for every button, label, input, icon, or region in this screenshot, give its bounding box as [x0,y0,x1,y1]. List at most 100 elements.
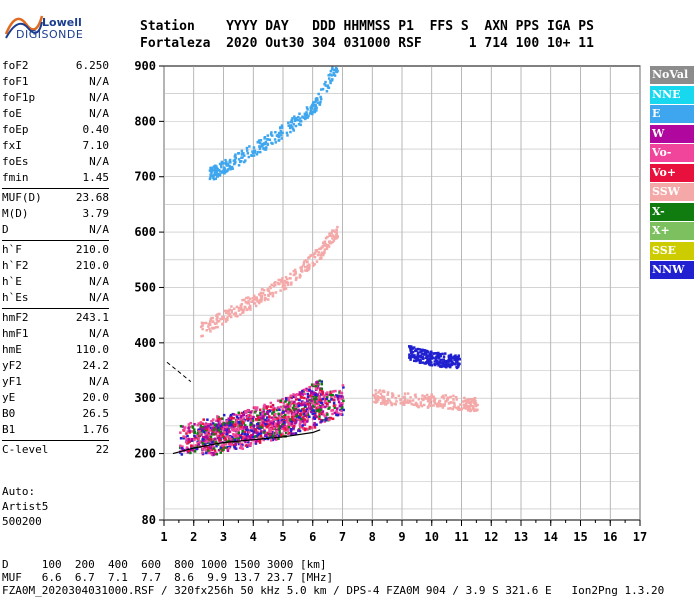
echo-point [273,431,277,435]
echo-point [228,423,231,427]
auto-program: Artist5 [2,500,49,513]
echo-point [428,401,432,404]
echo-point [306,116,309,119]
param-value: N/A [89,327,109,340]
echo-point [408,353,411,356]
echo-point [270,424,274,428]
echo-point [283,427,286,430]
echo-point [449,363,453,366]
echo-point [317,405,320,409]
param-value: 1.45 [82,171,110,184]
echo-point [336,225,339,229]
echo-point [412,403,415,406]
echo-point [221,433,224,437]
echo-point [228,308,231,311]
echo-point [296,416,299,419]
echo-point [295,276,298,280]
echo-point [261,424,264,427]
echo-point [249,415,253,418]
echo-point [219,164,223,167]
echo-point [329,81,332,85]
echo-point [311,253,314,257]
echo-point [201,324,204,327]
echo-point [334,69,338,72]
echo-point [222,435,225,438]
echo-point [320,246,323,250]
param-label: h`F [2,243,22,256]
echo-point [199,430,203,433]
echo-point [279,399,282,402]
echo-point [471,408,475,411]
echo-point [419,401,423,404]
echo-point [322,253,325,257]
echo-point [244,440,247,444]
echo-point [320,256,323,260]
echo-point [449,353,453,357]
echo-point [468,405,471,408]
echo-point [237,434,241,437]
echo-point [211,427,215,430]
echo-point [203,423,207,426]
echo-point [314,394,318,397]
echo-point [263,137,266,140]
echo-point [319,254,322,257]
logo-lowell-text: Lowell [42,16,82,29]
echo-point [214,437,217,441]
echo-point [323,414,327,418]
echo-point [213,166,216,169]
param-value: 6.250 [75,59,109,72]
echo-point [264,405,267,408]
echo-point [291,125,294,129]
echo-point [243,298,246,302]
echo-point [277,139,281,142]
param-row: fxI 7.10 [2,138,109,154]
echo-point [434,356,438,359]
param-label: yF2 [2,359,22,372]
echo-point [292,123,295,126]
echo-point [296,411,299,414]
echo-point [237,158,241,161]
echo-point [247,306,251,309]
echo-point [299,421,302,424]
param-value: 26.5 [82,407,110,420]
echo-point [232,313,236,316]
echo-point [312,397,316,401]
echo-point [224,162,228,165]
echo-point [200,321,204,325]
echo-point [474,400,477,403]
echo-point [281,397,284,401]
echo-point [219,446,223,449]
echo-point [207,438,210,442]
echo-point [272,408,275,412]
echo-point [433,360,437,363]
echo-point [308,267,311,270]
echo-point [242,419,246,423]
echo-point [224,446,228,449]
param-row: C-level 22 [2,442,109,458]
echo-point [413,349,417,352]
echo-point [257,432,261,435]
param-separator [2,240,109,241]
echo-point [304,404,307,407]
echo-point [252,424,256,427]
echo-point [233,426,236,429]
echo-point [440,358,443,362]
echo-point [249,423,252,426]
echo-point [422,357,425,361]
echo-point [414,359,418,363]
echo-point [182,436,185,440]
echo-point [450,356,454,360]
echo-point [188,429,191,433]
echo-point [388,399,391,403]
echo-point [240,436,244,439]
echo-point [224,436,227,440]
echo-point [259,422,263,426]
echo-point [422,403,426,407]
echo-point [263,414,267,417]
echo-point [273,417,276,421]
echo-point [476,403,479,407]
echo-point [217,437,221,441]
echo-point [324,416,328,419]
echo-point [322,419,325,422]
echo-point [243,305,247,309]
